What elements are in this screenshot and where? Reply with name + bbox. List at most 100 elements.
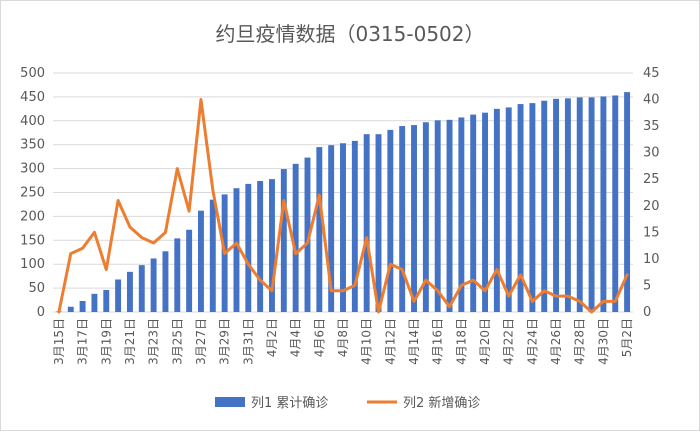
bar: [482, 112, 488, 312]
bar: [186, 229, 193, 312]
x-axis-tick-label: 4月14日: [407, 318, 421, 365]
right-axis-tick-label: 25: [643, 172, 660, 187]
bar: [269, 179, 275, 312]
bar: [517, 104, 524, 312]
left-axis-tick-label: 250: [20, 186, 45, 201]
right-axis-tick-label: 40: [643, 93, 660, 108]
right-axis-tick-label: 10: [643, 252, 660, 267]
left-axis-tick-label: 0: [37, 305, 45, 320]
legend-label: 列2 新增确诊: [403, 395, 480, 411]
left-axis-ticks: 0 50 100 150 200 250 300 350 400 450 500: [20, 66, 45, 320]
bar: [174, 238, 181, 312]
left-axis-tick-label: 50: [28, 281, 45, 296]
right-axis-tick-label: 35: [643, 119, 660, 134]
bar: [434, 120, 441, 313]
left-axis-tick-label: 150: [20, 233, 45, 248]
x-axis-tick-label: 4月6日: [312, 318, 326, 357]
bar: [375, 134, 382, 312]
bar: [257, 181, 264, 312]
x-axis-tick-label: 3月29日: [218, 318, 232, 365]
bar: [553, 98, 560, 312]
bar: [387, 129, 394, 312]
bar: [600, 96, 607, 312]
x-axis-tick-label: 4月26日: [549, 318, 563, 365]
bar: [576, 97, 583, 313]
chart-title: 约旦疫情数据（0315-0502）: [215, 22, 484, 46]
x-axis-tick-label: 3月31日: [241, 318, 255, 365]
bar: [588, 97, 595, 313]
right-axis-tick-label: 45: [643, 66, 660, 81]
bar: [493, 108, 500, 312]
bar: [115, 279, 122, 312]
bar: [198, 210, 204, 312]
x-axis-tick-label: 4月10日: [360, 318, 374, 365]
x-axis-tick-label: 4月22日: [502, 318, 516, 365]
bar: [328, 145, 335, 312]
bar: [150, 258, 157, 312]
x-axis-tick-label: 4月30日: [596, 318, 610, 365]
x-axis-tick-label: 4月28日: [573, 318, 587, 365]
bar: [245, 183, 252, 312]
bar: [470, 114, 477, 312]
bar: [138, 265, 145, 312]
legend-bar-swatch: [215, 397, 245, 407]
x-axis-tick-label: 4月12日: [383, 318, 397, 365]
bar: [458, 117, 465, 312]
x-axis-tick-label: 4月2日: [265, 318, 279, 357]
bar: [209, 199, 216, 312]
right-axis-tick-label: 0: [643, 305, 651, 320]
x-axis-tick-label: 3月21日: [123, 318, 137, 365]
bar: [79, 301, 86, 312]
line-series: [57, 98, 629, 314]
bar: [292, 163, 299, 312]
x-axis-tick-label: 3月19日: [99, 318, 113, 365]
left-axis-tick-label: 200: [20, 209, 45, 224]
left-axis-tick-label: 100: [20, 257, 45, 272]
bar: [280, 169, 287, 312]
bar: [624, 92, 631, 313]
x-axis-tick-label: 3月23日: [147, 318, 161, 365]
legend: 列1 累计确诊 列2 新增确诊: [215, 395, 480, 411]
bar: [351, 140, 358, 312]
legend-label: 列1 累计确诊: [251, 396, 328, 411]
bar: [91, 293, 98, 312]
right-axis-tick-label: 15: [643, 225, 660, 240]
bar: [422, 122, 429, 312]
bar: [162, 251, 169, 312]
bar: [399, 126, 406, 312]
right-axis-tick-label: 20: [643, 199, 660, 214]
x-axis-tick-label: 3月27日: [194, 318, 208, 365]
right-axis-tick-label: 30: [643, 146, 660, 161]
bar: [505, 107, 512, 312]
right-axis-ticks: 0 5 10 15 20 25 30 35 40 45: [643, 66, 660, 320]
x-axis-ticks: 3月15日 3月17日 3月19日 3月21日 3月23日 3月25日 3月27日 3月29日…: [52, 318, 634, 365]
bar: [411, 125, 417, 313]
line-path: [57, 98, 629, 314]
left-axis-tick-label: 400: [20, 114, 45, 129]
bar: [304, 157, 311, 312]
bar: [363, 134, 370, 312]
left-axis-tick-label: 300: [20, 162, 45, 177]
x-axis-tick-label: 4月8日: [336, 318, 350, 357]
bar: [446, 119, 453, 313]
right-axis-tick-label: 5: [643, 278, 651, 293]
x-axis-tick-label: 4月24日: [525, 318, 539, 365]
bar: [233, 188, 240, 312]
bar: [529, 103, 536, 312]
x-axis-tick-label: 3月25日: [170, 318, 184, 365]
bar: [541, 100, 548, 312]
x-axis-tick-label: 4月20日: [478, 318, 492, 365]
bar: [612, 95, 619, 312]
x-axis-tick-label: 5月2日: [620, 318, 634, 357]
x-axis-tick-label: 3月15日: [52, 318, 66, 365]
left-axis-tick-label: 450: [20, 90, 45, 105]
x-axis-tick-label: 4月18日: [454, 318, 468, 365]
bar: [316, 147, 323, 312]
bar: [126, 271, 133, 312]
x-axis-tick-label: 3月17日: [76, 318, 90, 365]
left-axis-tick-label: 350: [20, 138, 45, 153]
left-axis-tick-label: 500: [20, 66, 45, 81]
x-axis-tick-label: 4月16日: [431, 318, 445, 365]
